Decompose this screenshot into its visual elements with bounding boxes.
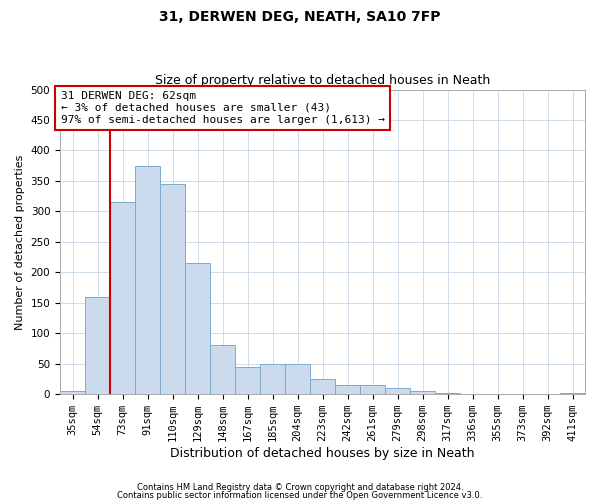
Bar: [260, 364, 285, 394]
Bar: [435, 393, 460, 394]
Bar: [360, 385, 385, 394]
Bar: [60, 391, 85, 394]
Bar: [135, 166, 160, 394]
Bar: [235, 367, 260, 394]
Title: Size of property relative to detached houses in Neath: Size of property relative to detached ho…: [155, 74, 490, 87]
Bar: [335, 385, 360, 394]
Bar: [560, 393, 585, 394]
Bar: [385, 388, 410, 394]
Text: Contains public sector information licensed under the Open Government Licence v3: Contains public sector information licen…: [118, 491, 482, 500]
Bar: [160, 184, 185, 394]
Text: Contains HM Land Registry data © Crown copyright and database right 2024.: Contains HM Land Registry data © Crown c…: [137, 484, 463, 492]
Y-axis label: Number of detached properties: Number of detached properties: [15, 154, 25, 330]
Text: 31 DERWEN DEG: 62sqm
← 3% of detached houses are smaller (43)
97% of semi-detach: 31 DERWEN DEG: 62sqm ← 3% of detached ho…: [61, 92, 385, 124]
Text: 31, DERWEN DEG, NEATH, SA10 7FP: 31, DERWEN DEG, NEATH, SA10 7FP: [159, 10, 441, 24]
Bar: [210, 346, 235, 394]
Bar: [110, 202, 135, 394]
Bar: [85, 296, 110, 394]
Bar: [310, 379, 335, 394]
X-axis label: Distribution of detached houses by size in Neath: Distribution of detached houses by size …: [170, 447, 475, 460]
Bar: [285, 364, 310, 394]
Bar: [410, 391, 435, 394]
Bar: [185, 263, 210, 394]
